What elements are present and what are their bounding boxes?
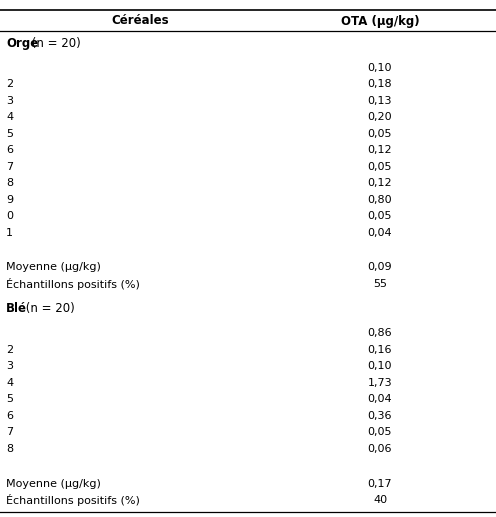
Text: 0,16: 0,16: [368, 345, 392, 355]
Text: 0,17: 0,17: [368, 479, 392, 489]
Text: 6: 6: [6, 411, 13, 421]
Text: 3: 3: [6, 361, 13, 371]
Text: 55: 55: [373, 279, 387, 289]
Text: 0,36: 0,36: [368, 411, 392, 421]
Text: Échantillons positifs (%): Échantillons positifs (%): [6, 494, 140, 506]
Text: 0,12: 0,12: [368, 145, 392, 155]
Text: 9: 9: [6, 195, 13, 205]
Text: 0,10: 0,10: [368, 63, 392, 73]
Text: 5: 5: [6, 129, 13, 139]
Text: Blé: Blé: [6, 302, 27, 315]
Text: 7: 7: [6, 428, 13, 437]
Text: 4: 4: [6, 378, 13, 388]
Text: 1: 1: [6, 228, 13, 238]
Text: 0,80: 0,80: [368, 195, 392, 205]
Text: (n = 20): (n = 20): [28, 37, 81, 50]
Text: 2: 2: [6, 79, 13, 89]
Text: 0,05: 0,05: [368, 162, 392, 172]
Text: 3: 3: [6, 96, 13, 106]
Text: Moyenne (µg/kg): Moyenne (µg/kg): [6, 263, 101, 272]
Text: 0,04: 0,04: [368, 394, 392, 404]
Text: 0,05: 0,05: [368, 129, 392, 139]
Text: 0,09: 0,09: [368, 263, 392, 272]
Text: 0,12: 0,12: [368, 178, 392, 188]
Text: OTA (µg/kg): OTA (µg/kg): [341, 14, 419, 27]
Text: 0,18: 0,18: [368, 79, 392, 89]
Text: 0,86: 0,86: [368, 328, 392, 339]
Text: 0,20: 0,20: [368, 112, 392, 122]
Text: (n = 20): (n = 20): [22, 302, 75, 315]
Text: 8: 8: [6, 444, 13, 454]
Text: 6: 6: [6, 145, 13, 155]
Text: 40: 40: [373, 495, 387, 505]
Text: Céréales: Céréales: [111, 14, 169, 27]
Text: 4: 4: [6, 112, 13, 122]
Text: 0,04: 0,04: [368, 228, 392, 238]
Text: 1,73: 1,73: [368, 378, 392, 388]
Text: 8: 8: [6, 178, 13, 188]
Text: 2: 2: [6, 345, 13, 355]
Text: 0,05: 0,05: [368, 211, 392, 221]
Text: Orge: Orge: [6, 37, 38, 50]
Text: Moyenne (µg/kg): Moyenne (µg/kg): [6, 479, 101, 489]
Text: 7: 7: [6, 162, 13, 172]
Text: 0,13: 0,13: [368, 96, 392, 106]
Text: 5: 5: [6, 394, 13, 404]
Text: 0,05: 0,05: [368, 428, 392, 437]
Text: Échantillons positifs (%): Échantillons positifs (%): [6, 278, 140, 290]
Text: 0,10: 0,10: [368, 361, 392, 371]
Text: 0: 0: [6, 211, 13, 221]
Text: 0,06: 0,06: [368, 444, 392, 454]
